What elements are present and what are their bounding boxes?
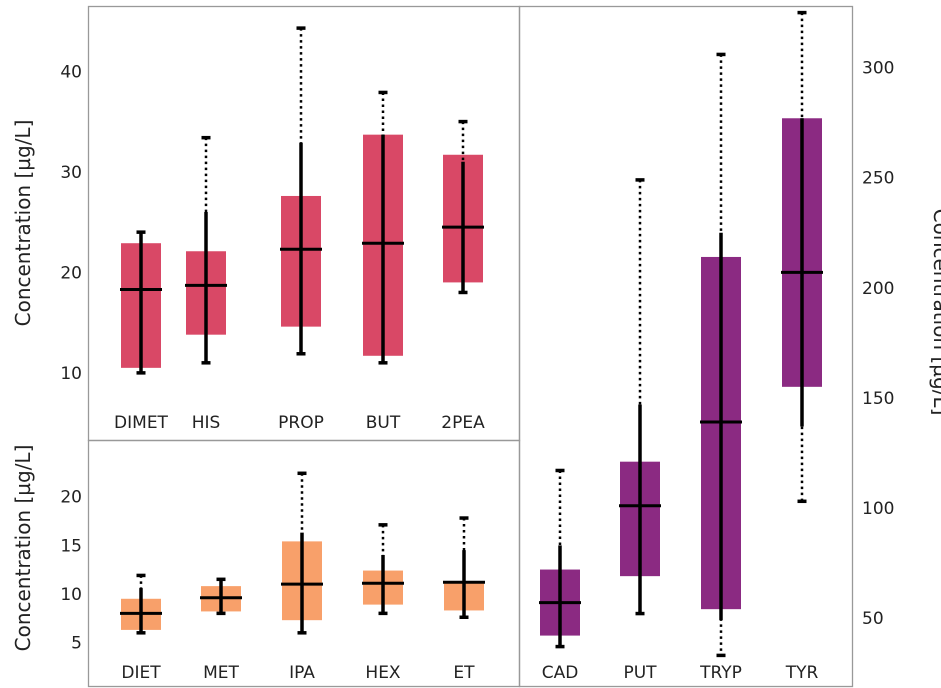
y-tick-label: 10 (60, 364, 82, 384)
y-tick-label: 5 (71, 634, 82, 654)
y-tick-label: 30 (60, 163, 82, 183)
y-tick-label: 10 (60, 585, 82, 605)
category-label-MET: MET (203, 663, 239, 683)
ylabel-bottom-left: Concentration [µg/L] (11, 445, 35, 652)
y-tick-label: 150 (862, 389, 894, 409)
category-label-DIET: DIET (121, 663, 161, 683)
category-label-HIS: HIS (192, 413, 221, 433)
category-label-IPA: IPA (289, 663, 315, 683)
category-label-PUT: PUT (623, 663, 657, 683)
category-label-BUT: BUT (366, 413, 401, 433)
panel-bottom-left: 5 10 15 20 DIET MET IPA HEX ET (60, 471, 485, 683)
y-tick-label: 15 (60, 536, 82, 556)
category-label-CAD: CAD (542, 663, 579, 683)
y-tick-label: 40 (60, 62, 82, 82)
category-label-TYR: TYR (785, 663, 819, 683)
category-label-HEX: HEX (365, 663, 401, 683)
category-label-PROP: PROP (278, 413, 324, 433)
category-label-2PEA: 2PEA (441, 413, 485, 433)
panel-right: 50 100 150 200 250 300 CAD PUT TRYP TYR (539, 10, 894, 683)
ylabel-top-left: Concentration [µg/L] (11, 120, 35, 327)
category-label-ET: ET (453, 663, 475, 683)
y-tick-label: 200 (862, 279, 894, 299)
panel-top-left: 10 20 30 40 DIMET HIS PROP BUT 2PEA (60, 26, 485, 433)
category-label-DIMET: DIMET (114, 413, 169, 433)
y-tick-label: 50 (862, 609, 884, 629)
ylabel-right: Concentration [µg/L] (929, 209, 941, 416)
y-tick-label: 250 (862, 169, 894, 189)
frame-right (518, 5, 854, 688)
y-tick-label: 20 (60, 488, 82, 508)
y-tick-label: 20 (60, 263, 82, 283)
y-tick-label: 100 (862, 499, 894, 519)
category-label-TRYP: TRYP (699, 663, 742, 683)
panel-frames (87, 5, 854, 688)
y-tick-label: 300 (862, 59, 894, 79)
